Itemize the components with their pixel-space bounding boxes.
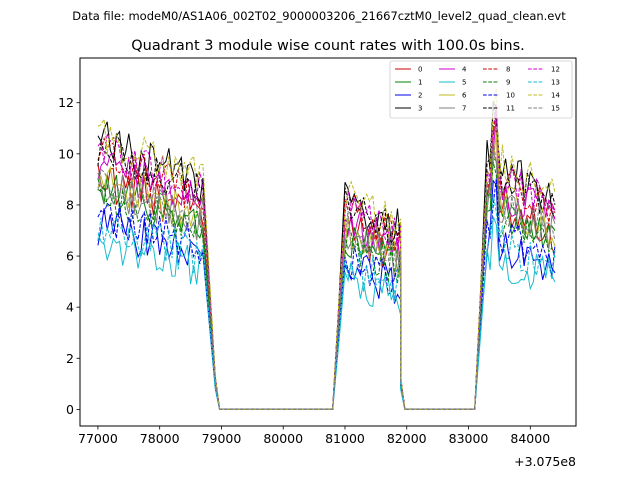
legend-label-13: 13	[551, 79, 560, 87]
series-line-1	[97, 157, 556, 410]
legend-label-12: 12	[551, 66, 560, 74]
x-tick-label: 79000	[202, 431, 242, 446]
legend-label-7: 7	[462, 105, 466, 113]
x-tick-label: 78000	[140, 431, 180, 446]
series-line-4	[97, 116, 556, 410]
series-line-0	[97, 129, 556, 410]
y-axis: 0 2 4 6 8 10 12	[58, 95, 80, 417]
legend-label-4: 4	[462, 66, 467, 74]
legend-label-0: 0	[418, 66, 422, 74]
legend-label-15: 15	[551, 105, 560, 113]
legend-label-3: 3	[418, 105, 422, 113]
legend-label-2: 2	[418, 92, 422, 100]
y-tick-label: 10	[58, 146, 74, 161]
legend-label-5: 5	[462, 79, 466, 87]
x-tick-label: 83000	[449, 431, 489, 446]
x-axis: 77000 78000 79000 80000 81000 82000 83000 84000	[78, 426, 550, 446]
legend-label-14: 14	[551, 92, 560, 100]
series-line-13	[97, 194, 556, 410]
legend-frame	[389, 60, 573, 119]
x-offset-label: +3.075e8	[514, 454, 576, 469]
x-tick-label: 80000	[263, 431, 303, 446]
plot-frame	[79, 57, 577, 427]
legend-label-9: 9	[506, 79, 510, 87]
y-tick-label: 2	[66, 351, 74, 366]
x-tick-label: 84000	[510, 431, 550, 446]
legend-label-1: 1	[418, 79, 422, 87]
series-line-14	[97, 88, 556, 410]
y-tick-label: 0	[66, 402, 74, 417]
series-line-7	[97, 151, 556, 410]
series-lines	[97, 88, 556, 410]
series-line-9	[97, 161, 556, 410]
x-tick-label: 81000	[325, 431, 365, 446]
y-tick-label: 8	[66, 197, 74, 212]
x-tick-label: 77000	[78, 431, 118, 446]
chart-title: Quadrant 3 module wise count rates with …	[131, 38, 525, 54]
data-file-line: Data file: modeM0/AS1A06_002T02_90000032…	[72, 9, 566, 23]
legend-label-6: 6	[462, 92, 467, 100]
legend-label-11: 11	[506, 105, 515, 113]
y-tick-label: 12	[58, 95, 74, 110]
series-line-11	[97, 105, 556, 410]
series-line-5	[97, 216, 556, 410]
series-line-12	[97, 104, 556, 410]
y-tick-label: 4	[66, 300, 74, 315]
x-tick-label: 82000	[387, 431, 427, 446]
legend-label-8: 8	[506, 66, 510, 74]
series-line-3	[97, 100, 556, 410]
y-tick-label: 6	[66, 249, 74, 264]
legend-label-10: 10	[506, 92, 515, 100]
